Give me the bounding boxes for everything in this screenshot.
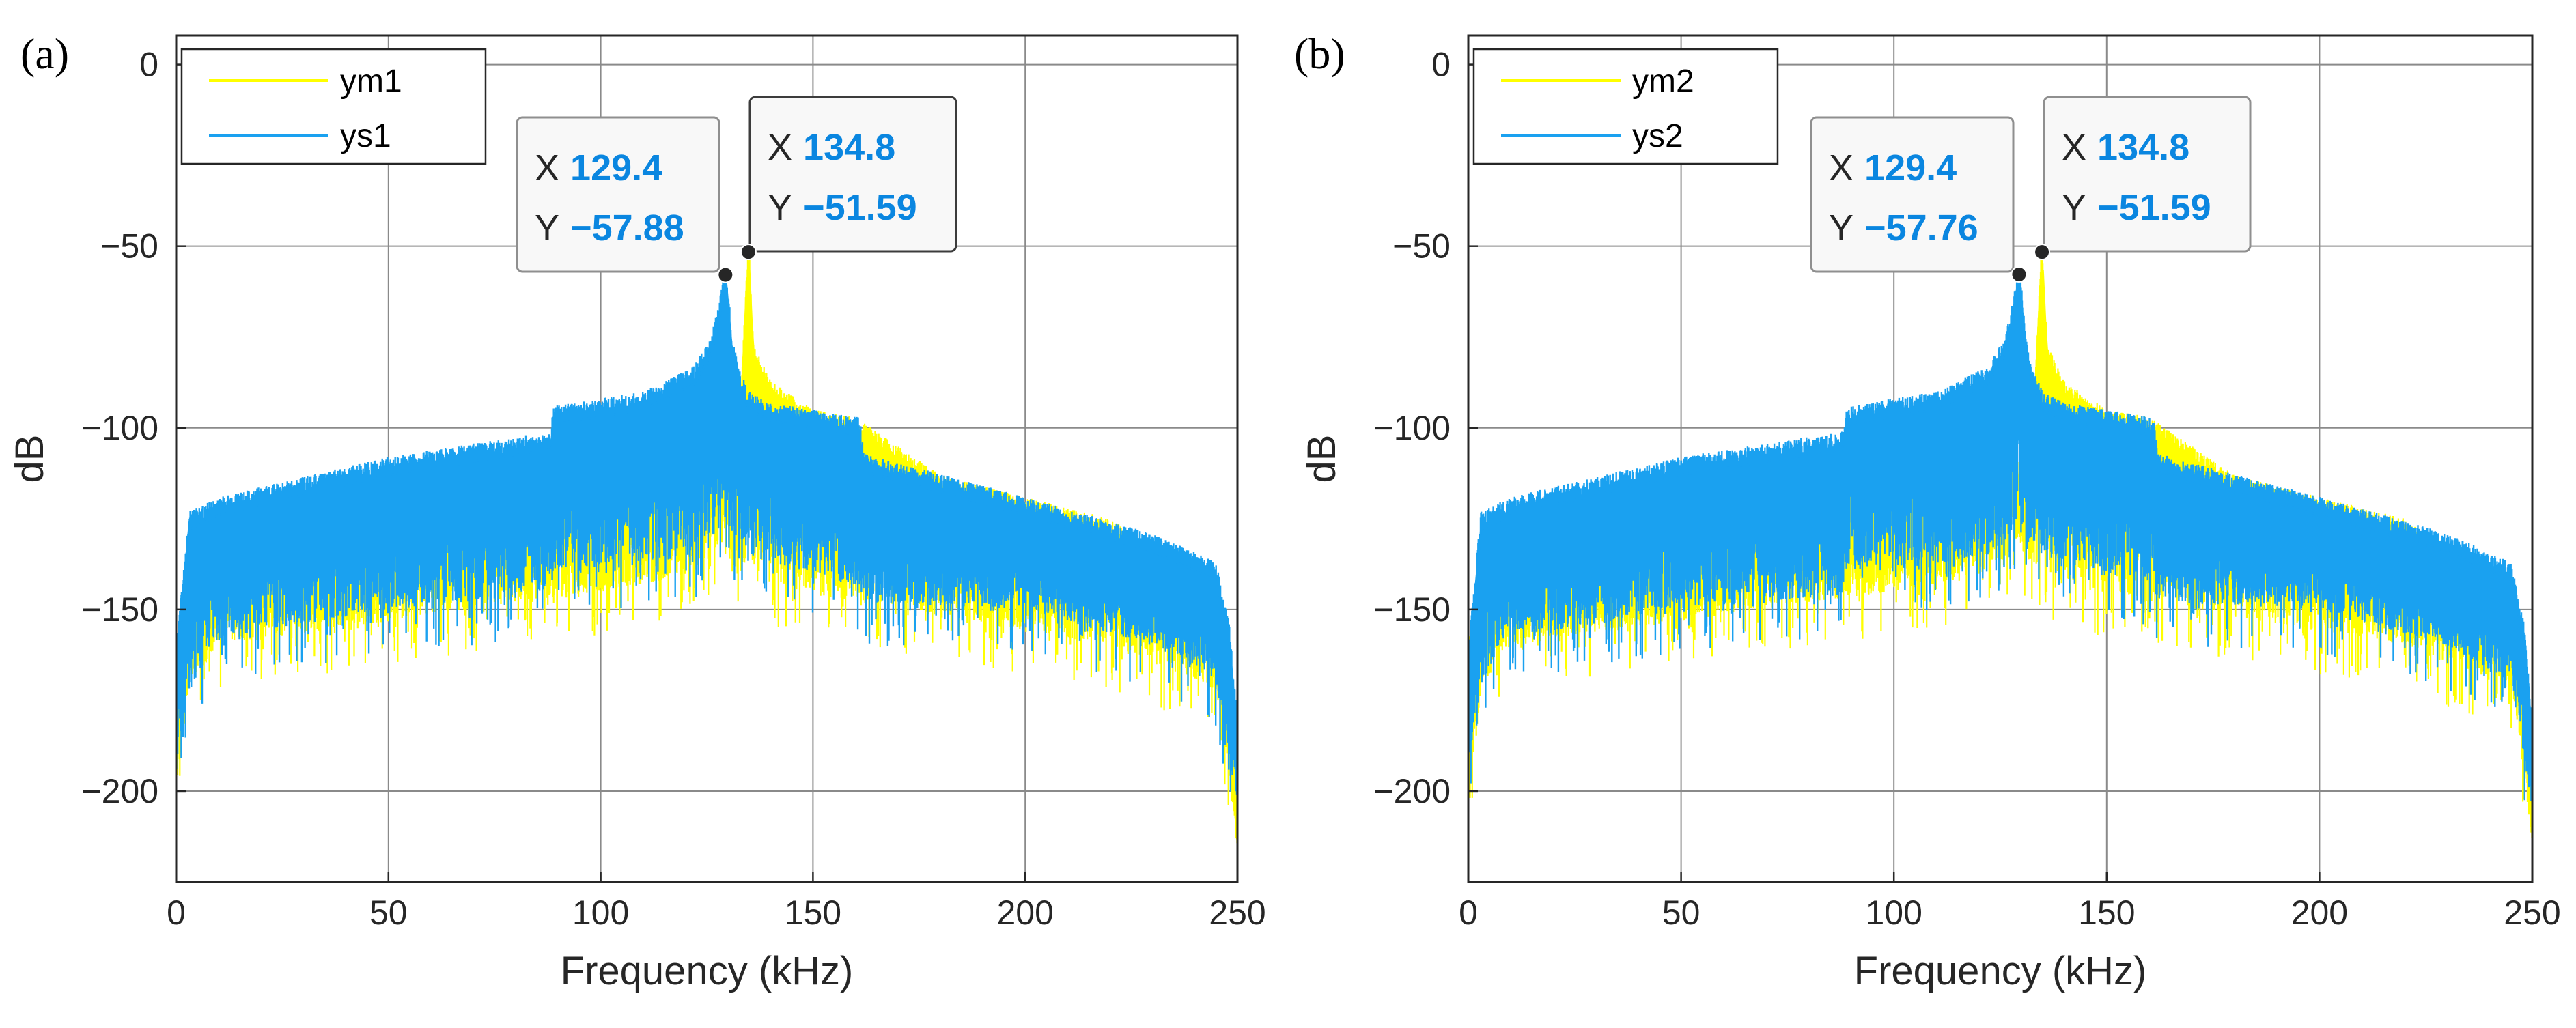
datatip-box [516, 116, 720, 273]
datatip-marker[interactable] [740, 244, 757, 261]
y-tick-label: −50 [1392, 227, 1451, 266]
x-tick-label: 250 [2504, 894, 2560, 932]
legend-label-series-1: ym2 [1632, 63, 1694, 100]
y-tick-label: 0 [139, 46, 158, 84]
y-axis-label: dB [1300, 435, 1344, 483]
datatip-box [2043, 96, 2252, 253]
series-ys2-envelope [1467, 282, 2532, 717]
datatip-2[interactable]: X 134.8 Y −51.59 [2034, 96, 2252, 261]
chart-panel-b: (b) 0 50 100 150 200 250 0 −50 −100 −150 −200 Freq… [1294, 29, 2561, 993]
datatip-y-label: Y [768, 187, 792, 228]
legend[interactable]: ym2 ys2 [1472, 48, 1779, 165]
y-tick-label: −100 [81, 409, 158, 447]
x-tick-label: 150 [2078, 894, 2135, 932]
x-tick-label: 250 [1209, 894, 1265, 932]
y-tick-label: −200 [1373, 772, 1451, 810]
y-tick-label: −50 [100, 227, 158, 266]
datatip-y-value: −57.76 [1864, 208, 1978, 248]
y-tick-label: −100 [1373, 409, 1451, 447]
datatip-y-row: Y −57.88 [535, 208, 684, 248]
y-tick-label: −150 [1373, 590, 1451, 629]
datatip-y-row: Y −57.76 [1829, 208, 1978, 248]
datatip-marker[interactable] [2011, 266, 2028, 283]
datatip-x-value: 134.8 [2097, 127, 2189, 168]
series-ys1-envelope [175, 282, 1237, 717]
x-axis-label: Frequency (kHz) [561, 949, 854, 993]
datatip-box [1810, 116, 2015, 273]
legend-label-series-2: ys1 [340, 118, 391, 154]
datatip-x-value: 129.4 [1864, 147, 1957, 188]
datatip-x-label: X [535, 147, 559, 188]
legend-box [180, 48, 487, 165]
x-tick-label: 50 [1662, 894, 1700, 932]
datatip-x-row: X 134.8 [2062, 127, 2189, 168]
legend-box [1472, 48, 1779, 165]
datatip-x-label: X [1829, 147, 1853, 188]
x-tick-label: 200 [2291, 894, 2348, 932]
x-tick-label: 50 [369, 894, 408, 932]
datatip-y-value: −57.88 [570, 208, 684, 248]
tick-labels: 0 50 100 150 200 250 0 −50 −100 −150 −200 [1373, 46, 2560, 932]
chart-panel-a: (a) 0 50 100 150 200 250 0 −50 −100 −150 −200 Freq… [8, 29, 1266, 993]
datatip-x-label: X [768, 127, 792, 168]
x-axis-label: Frequency (kHz) [1854, 949, 2147, 993]
datatip-y-label: Y [535, 208, 559, 248]
datatip-y-label: Y [2062, 187, 2086, 228]
y-axis-label: dB [8, 435, 52, 483]
x-tick-label: 150 [785, 894, 841, 932]
y-tick-label: −200 [81, 772, 158, 810]
datatip-x-row: X 129.4 [535, 147, 662, 188]
datatip-box [748, 96, 957, 253]
datatip-1[interactable]: X 129.4 Y −57.88 [516, 116, 734, 283]
datatip-y-row: Y −51.59 [768, 187, 917, 228]
x-tick-label: 0 [1459, 894, 1478, 932]
datatip-marker[interactable] [2034, 244, 2051, 261]
x-tick-label: 100 [572, 894, 629, 932]
legend-label-series-2: ys2 [1632, 118, 1683, 154]
datatip-x-row: X 134.8 [768, 127, 895, 168]
panel-label: (b) [1294, 29, 1345, 78]
legend-label-series-1: ym1 [340, 63, 402, 100]
datatip-x-label: X [2062, 127, 2086, 168]
x-tick-label: 0 [167, 894, 186, 932]
datatip-1[interactable]: X 129.4 Y −57.76 [1810, 116, 2028, 283]
legend[interactable]: ym1 ys1 [180, 48, 487, 165]
x-tick-label: 100 [1865, 894, 1922, 932]
panel-label: (a) [20, 29, 69, 78]
datatip-y-value: −51.59 [803, 187, 917, 228]
datatip-x-value: 134.8 [803, 127, 895, 168]
axes-frame [1467, 34, 2534, 883]
x-tick-label: 200 [996, 894, 1053, 932]
tick-labels: 0 50 100 150 200 250 0 −50 −100 −150 −200 [81, 46, 1265, 932]
y-tick-label: −150 [81, 590, 158, 629]
datatip-marker[interactable] [717, 266, 734, 283]
axes-frame [175, 34, 1239, 883]
datatip-x-row: X 129.4 [1829, 147, 1957, 188]
datatip-y-value: −51.59 [2097, 187, 2211, 228]
datatip-y-row: Y −51.59 [2062, 187, 2211, 228]
datatip-y-label: Y [1829, 208, 1853, 248]
y-tick-label: 0 [1431, 46, 1451, 84]
datatip-2[interactable]: X 134.8 Y −51.59 [740, 96, 957, 261]
datatip-x-value: 129.4 [570, 147, 662, 188]
